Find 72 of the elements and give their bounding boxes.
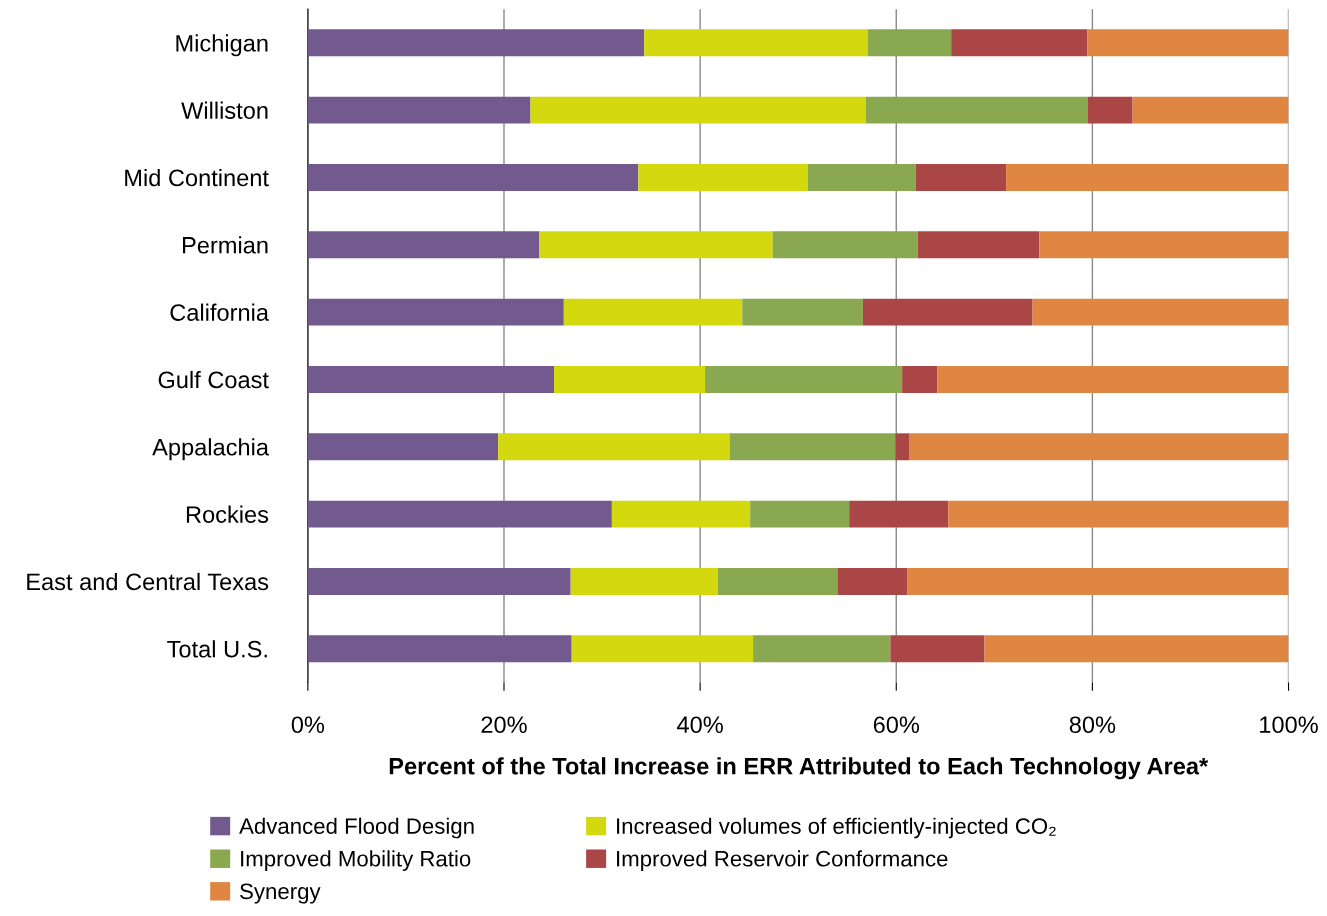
x-axis-title: Percent of the Total Increase in ERR Attributed to Each Technology Area* xyxy=(389,757,1209,780)
bar xyxy=(909,433,1289,461)
bar xyxy=(917,231,1040,259)
bar xyxy=(1032,298,1289,326)
bar xyxy=(951,29,1088,57)
bar xyxy=(717,567,838,595)
bar xyxy=(307,433,499,461)
x-tick-label: 40% xyxy=(677,716,723,734)
bar xyxy=(902,365,938,393)
bar xyxy=(611,500,751,528)
bar xyxy=(772,231,918,259)
bar xyxy=(1087,29,1289,57)
bar xyxy=(530,96,866,124)
bar xyxy=(742,298,863,326)
bar xyxy=(307,365,555,393)
y-tick-label: Appalachia xyxy=(152,438,269,461)
y-tick-label: California xyxy=(170,303,269,321)
bar xyxy=(563,298,743,326)
bar xyxy=(753,635,891,663)
bar xyxy=(862,298,1033,326)
bar xyxy=(849,500,949,528)
bar xyxy=(948,500,1289,528)
bar xyxy=(867,29,952,57)
bar xyxy=(907,567,1289,595)
y-tick-label: Michigan xyxy=(176,34,268,57)
bar xyxy=(837,567,908,595)
bar xyxy=(729,433,896,461)
bar xyxy=(307,635,572,663)
bar xyxy=(307,29,645,57)
bar xyxy=(570,567,718,595)
bar xyxy=(307,96,531,124)
bar xyxy=(638,164,808,191)
y-tick-label: Rockies xyxy=(186,505,269,523)
bar xyxy=(890,635,985,663)
y-tick-label: Mid Continent xyxy=(125,168,269,187)
legend-label: Advanced Flood Design xyxy=(239,817,474,839)
bar xyxy=(307,231,540,259)
bar xyxy=(1132,96,1289,124)
bar xyxy=(865,96,1088,124)
bar xyxy=(705,365,903,393)
legend-label: Improved Mobility Ratio xyxy=(241,850,471,871)
legend-label: Improved Reservoir Conformance xyxy=(617,850,948,871)
bar xyxy=(750,500,850,528)
bar xyxy=(937,365,1289,393)
y-tick-label: East and Central Texas xyxy=(27,572,269,591)
bar xyxy=(1087,96,1133,124)
y-tick-label: Total U.S. xyxy=(167,640,267,658)
bar xyxy=(307,164,639,191)
y-tick-label: Permian xyxy=(183,236,268,254)
bar xyxy=(984,635,1289,663)
bar xyxy=(554,365,706,393)
bar xyxy=(307,567,571,595)
bar xyxy=(539,231,773,259)
x-tick-label: 100% xyxy=(1260,716,1318,734)
bar xyxy=(1006,164,1289,191)
legend-label: Synergy xyxy=(240,883,321,904)
bar xyxy=(307,500,612,528)
legend-label: Increased volumes of efficiently-injected CO₂ xyxy=(617,817,1056,839)
x-tick-label: 0% xyxy=(291,716,325,734)
y-tick-label: Gulf Coast xyxy=(158,370,269,389)
bar xyxy=(644,29,868,57)
x-tick-label: 60% xyxy=(873,716,920,734)
y-tick-label: Williston xyxy=(181,101,268,119)
bar xyxy=(808,164,916,191)
x-tick-label: 20% xyxy=(481,716,527,734)
bar xyxy=(895,433,909,461)
bar xyxy=(915,164,1007,191)
bar xyxy=(307,298,564,326)
bar xyxy=(498,433,730,461)
x-tick-label: 80% xyxy=(1069,716,1116,734)
bar xyxy=(571,635,754,663)
bar xyxy=(1039,231,1289,259)
